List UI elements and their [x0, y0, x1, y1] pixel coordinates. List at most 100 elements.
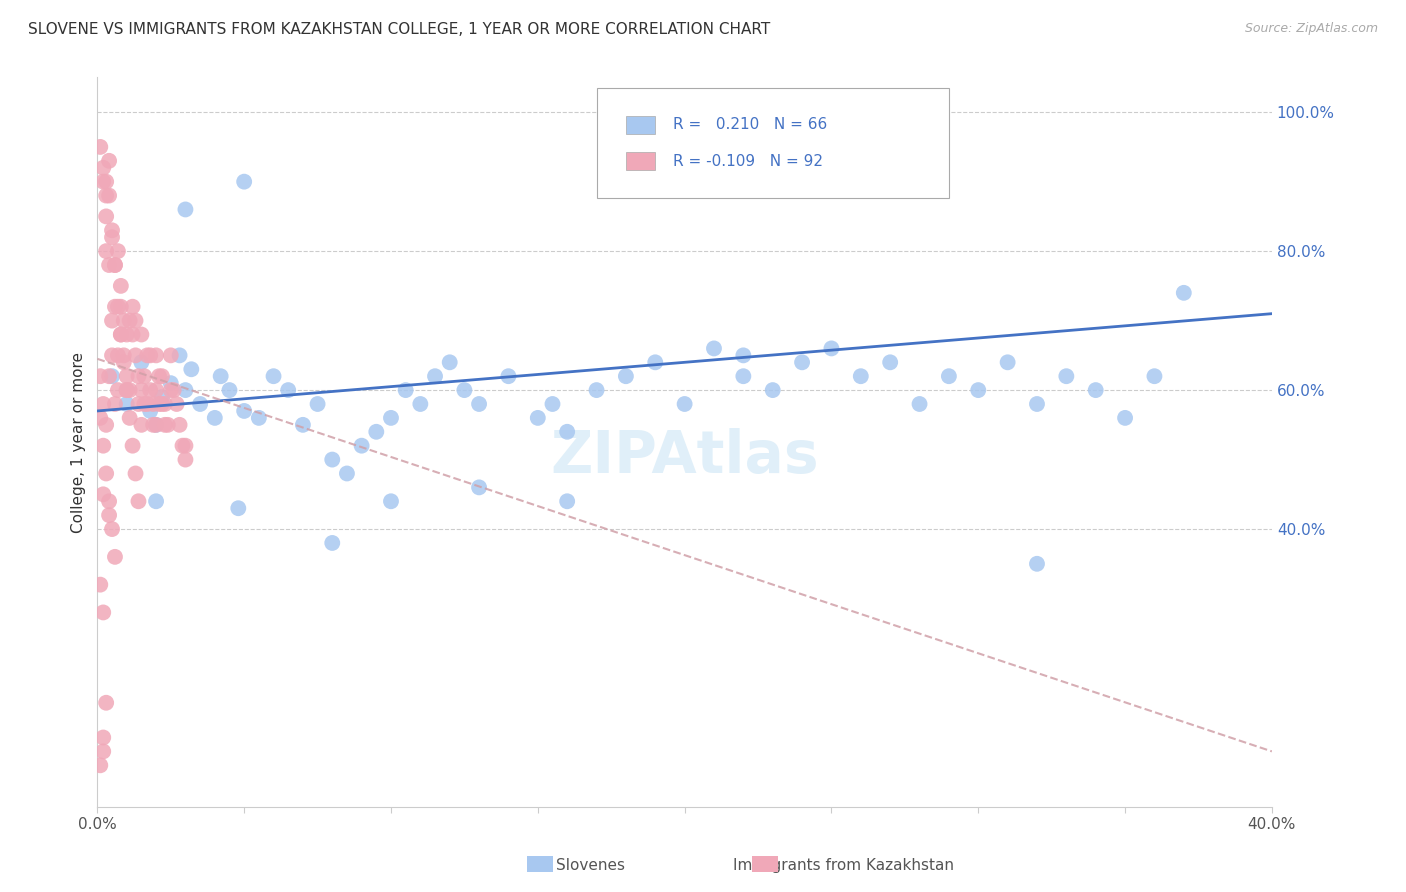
- Text: ZIPAtlas: ZIPAtlas: [550, 428, 818, 485]
- Point: [96, 175, 118, 189]
- Point: [112, 355, 135, 369]
- Point: [263, 369, 285, 384]
- Point: [121, 300, 143, 314]
- Point: [321, 452, 343, 467]
- Point: [166, 397, 188, 411]
- Point: [124, 467, 146, 481]
- Point: [118, 313, 141, 327]
- Point: [139, 404, 162, 418]
- Point: [159, 376, 181, 391]
- Point: [145, 348, 167, 362]
- Point: [233, 404, 256, 418]
- Point: [967, 383, 990, 397]
- Point: [277, 383, 299, 397]
- Text: SLOVENE VS IMMIGRANTS FROM KAZAKHSTAN COLLEGE, 1 YEAR OR MORE CORRELATION CHART: SLOVENE VS IMMIGRANTS FROM KAZAKHSTAN CO…: [28, 22, 770, 37]
- Point: [107, 383, 129, 397]
- Point: [89, 140, 111, 154]
- Point: [527, 410, 550, 425]
- Point: [104, 258, 127, 272]
- Point: [134, 397, 156, 411]
- Point: [91, 397, 114, 411]
- Point: [703, 342, 725, 356]
- Point: [91, 606, 114, 620]
- Point: [115, 383, 138, 397]
- Point: [1026, 557, 1049, 571]
- Point: [614, 369, 637, 384]
- Point: [291, 417, 314, 432]
- Point: [104, 397, 127, 411]
- Point: [997, 355, 1019, 369]
- Point: [139, 383, 162, 397]
- Point: [145, 417, 167, 432]
- Point: [908, 397, 931, 411]
- Point: [118, 410, 141, 425]
- Point: [148, 397, 170, 411]
- Point: [174, 452, 197, 467]
- Point: [124, 348, 146, 362]
- Point: [233, 175, 256, 189]
- Point: [96, 244, 118, 259]
- Point: [762, 383, 785, 397]
- Point: [209, 369, 232, 384]
- Point: [820, 342, 842, 356]
- Point: [366, 425, 388, 439]
- Point: [127, 397, 149, 411]
- Point: [733, 369, 755, 384]
- Point: [180, 362, 202, 376]
- Point: [938, 369, 960, 384]
- FancyBboxPatch shape: [626, 153, 655, 170]
- Point: [174, 439, 197, 453]
- Point: [439, 355, 461, 369]
- Point: [380, 494, 402, 508]
- Text: Slovenes: Slovenes: [555, 858, 626, 872]
- Point: [142, 417, 165, 432]
- Point: [118, 383, 141, 397]
- Point: [644, 355, 666, 369]
- Point: [1084, 383, 1107, 397]
- Point: [145, 417, 167, 432]
- Point: [172, 439, 194, 453]
- Point: [121, 439, 143, 453]
- FancyBboxPatch shape: [626, 116, 655, 134]
- Point: [336, 467, 359, 481]
- Point: [110, 278, 132, 293]
- Point: [673, 397, 696, 411]
- Point: [226, 501, 249, 516]
- Point: [153, 397, 176, 411]
- Point: [174, 383, 197, 397]
- Point: [115, 327, 138, 342]
- Point: [145, 383, 167, 397]
- Point: [879, 355, 901, 369]
- Point: [98, 508, 121, 523]
- Point: [204, 410, 226, 425]
- Point: [131, 355, 153, 369]
- Point: [101, 369, 124, 384]
- Point: [96, 188, 118, 202]
- Point: [91, 439, 114, 453]
- Point: [188, 397, 211, 411]
- Point: [96, 467, 118, 481]
- Point: [169, 417, 191, 432]
- Point: [145, 494, 167, 508]
- Point: [131, 417, 153, 432]
- Point: [555, 494, 578, 508]
- Point: [1054, 369, 1077, 384]
- Point: [98, 153, 121, 168]
- Point: [115, 369, 138, 384]
- Point: [127, 494, 149, 508]
- Y-axis label: College, 1 year or more: College, 1 year or more: [72, 351, 86, 533]
- Point: [139, 348, 162, 362]
- Point: [89, 369, 111, 384]
- Point: [169, 348, 191, 362]
- Point: [110, 327, 132, 342]
- Point: [541, 397, 564, 411]
- Point: [96, 696, 118, 710]
- Point: [101, 522, 124, 536]
- Point: [112, 348, 135, 362]
- Point: [247, 410, 270, 425]
- Point: [121, 327, 143, 342]
- Point: [96, 417, 118, 432]
- Point: [159, 383, 181, 397]
- Text: R =   0.210   N = 66: R = 0.210 N = 66: [673, 118, 827, 132]
- Point: [98, 494, 121, 508]
